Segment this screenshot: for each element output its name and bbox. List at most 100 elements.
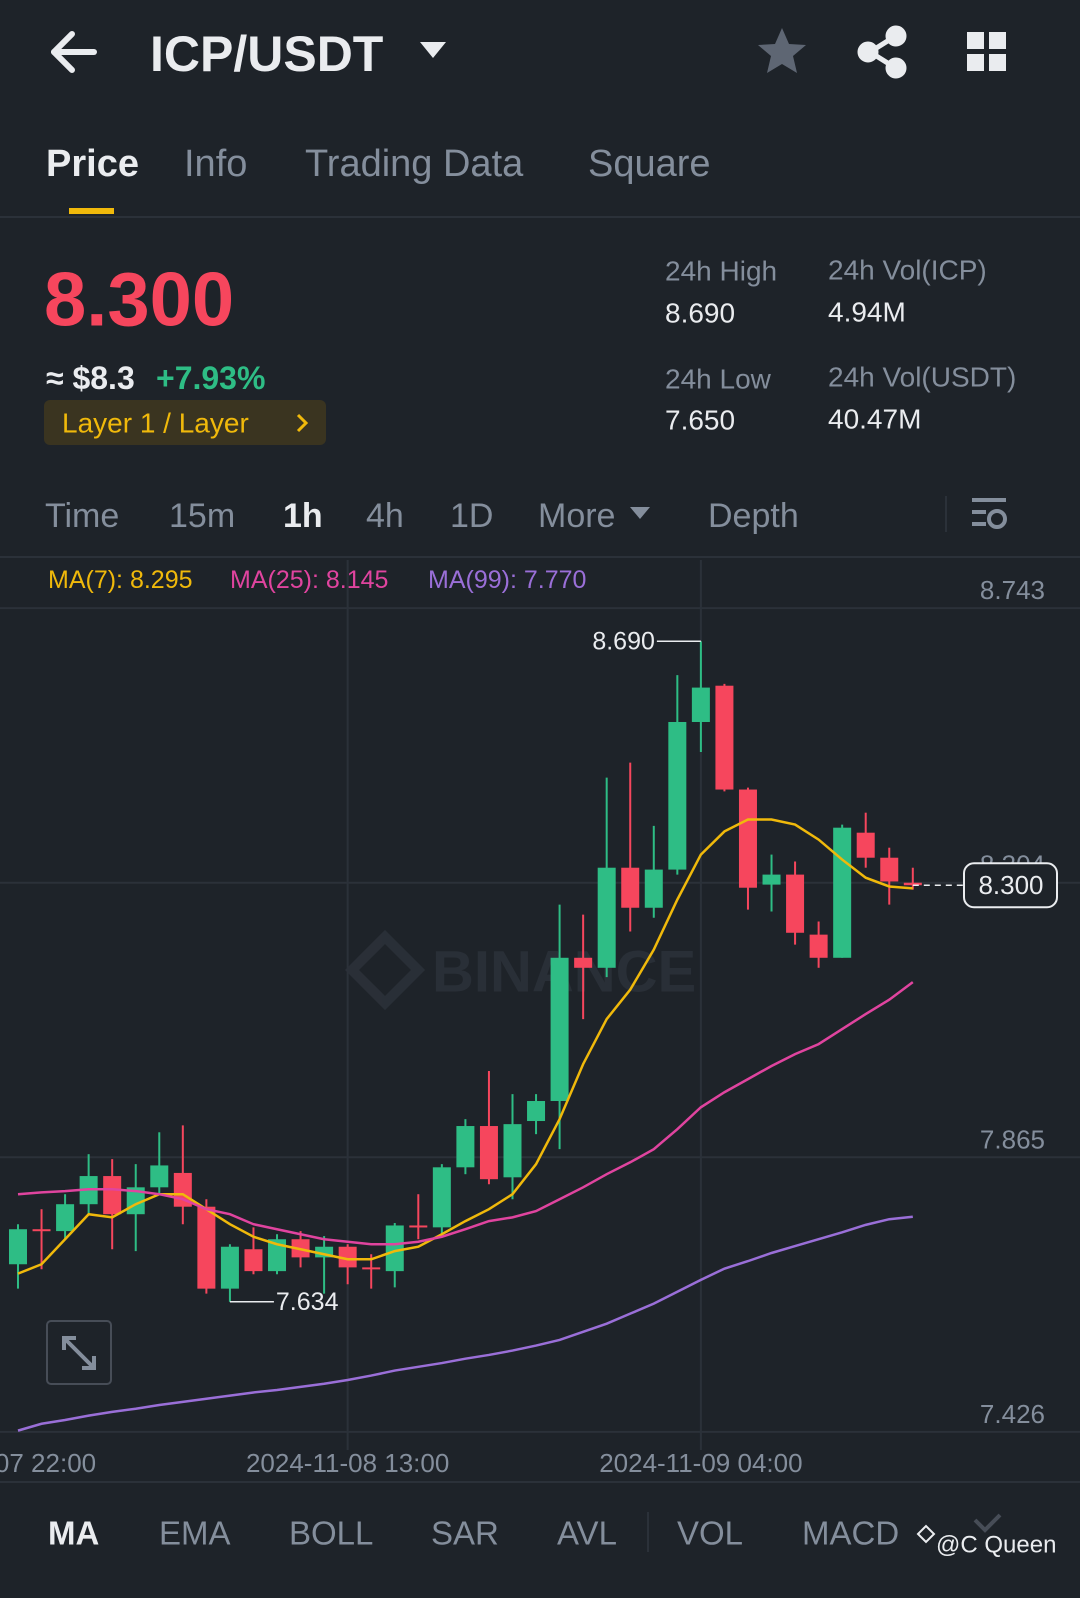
grid-cell (967, 54, 984, 71)
ma-legend: MA(99): 7.770 (428, 566, 586, 594)
candle-body (8, 1229, 27, 1265)
candle-body (456, 1126, 475, 1168)
candle-body (597, 867, 616, 968)
interval[interactable]: Depth (708, 497, 799, 535)
indicator[interactable]: BOLL (289, 1515, 373, 1552)
high-label: 8.690 (592, 627, 655, 655)
stat-label: 24h Low (665, 364, 772, 395)
candle-body (385, 1225, 404, 1272)
interval[interactable]: Time (45, 497, 119, 535)
candle-body (550, 957, 569, 1102)
candle-body (197, 1206, 216, 1289)
settings-gear (987, 509, 1007, 529)
interval[interactable]: 1D (450, 497, 493, 535)
tag-chip[interactable] (44, 400, 326, 445)
candle-body (621, 867, 640, 908)
candle-body (527, 1101, 546, 1122)
share-dot (885, 57, 907, 79)
candle-body (220, 1246, 239, 1289)
candle-body (880, 857, 899, 882)
candle-body (833, 827, 852, 958)
indicator[interactable]: VOL (677, 1515, 743, 1552)
candle-body (32, 1229, 51, 1232)
indicator[interactable]: MACD (802, 1515, 899, 1552)
last-price-box (963, 862, 1058, 909)
candle-body (362, 1267, 381, 1270)
candle-body (503, 1124, 522, 1178)
interval[interactable]: 15m (169, 497, 235, 535)
share-button[interactable] (857, 25, 907, 79)
back-button[interactable] (51, 31, 97, 73)
usd-price: ≈ $8.3 (46, 360, 135, 396)
settings-bar (972, 498, 1006, 502)
candle-body (315, 1246, 334, 1258)
candle-body (56, 1204, 75, 1232)
settings-bar (972, 510, 986, 514)
tab-indicator (69, 208, 114, 214)
y-tick-label: 7.426 (980, 1399, 1045, 1429)
ma-legend: MA(7): 8.295 (48, 566, 193, 594)
x-tick-label: 2024-11-08 13:00 (246, 1448, 449, 1478)
tag-label[interactable]: Layer 1 / Layer (62, 408, 249, 439)
chart-settings[interactable] (972, 498, 1007, 529)
candle-body (268, 1239, 287, 1272)
y-tick-label: 7.865 (980, 1124, 1045, 1154)
back-arrow-head (51, 31, 75, 73)
interval[interactable]: 1h (283, 497, 323, 535)
indicator[interactable]: SAR (431, 1515, 499, 1552)
candle-body (691, 687, 710, 722)
candle-body (479, 1126, 498, 1180)
fullscreen-button[interactable] (46, 1320, 112, 1385)
tab[interactable]: Square (588, 143, 711, 185)
tag-chevron (296, 413, 309, 433)
pair-title[interactable]: ICP/USDT (150, 26, 383, 82)
pair-dropdown[interactable] (420, 42, 446, 58)
indicator[interactable]: EMA (159, 1515, 231, 1552)
candle-body (903, 882, 922, 886)
tab[interactable]: Info (184, 143, 247, 185)
fullscreen-frame (46, 1320, 112, 1385)
last-price-label: 8.300 (978, 870, 1043, 900)
candle-body (150, 1165, 169, 1188)
fullscreen-corner (62, 1336, 76, 1350)
candle-body (738, 789, 757, 888)
indicator-settings[interactable] (973, 1513, 1002, 1533)
stat-value: 7.650 (665, 405, 735, 436)
indicator[interactable]: MA (48, 1515, 99, 1552)
favorite-star[interactable] (758, 28, 806, 73)
more-dropdown[interactable] (630, 507, 650, 519)
candle-body (668, 721, 687, 870)
watermark-logo (344, 929, 426, 1011)
tab[interactable]: Price (46, 143, 139, 185)
candle-body (809, 934, 828, 958)
candle-body (786, 874, 805, 933)
grid-cell (967, 32, 984, 49)
stat-value: 40.47M (828, 404, 921, 435)
interval[interactable]: More (538, 497, 615, 535)
candle-body (432, 1167, 451, 1228)
grid-menu[interactable] (967, 32, 1006, 71)
fullscreen-diagonal (62, 1336, 96, 1370)
stat-label: 24h High (665, 256, 777, 287)
tab[interactable]: Trading Data (305, 143, 524, 185)
stat-value: 8.690 (665, 298, 735, 329)
fullscreen-corner (82, 1356, 96, 1370)
candle-body (715, 685, 734, 790)
credit: @C Queen (936, 1532, 1056, 1559)
low-label: 7.634 (276, 1288, 339, 1316)
indicator[interactable]: AVL (557, 1515, 617, 1552)
ma-legend: MA(25): 8.145 (230, 566, 388, 594)
y-tick-label: 8.743 (980, 575, 1045, 605)
stat-label: 24h Vol(USDT) (828, 362, 1016, 393)
x-tick-label: 2024-11-07 22:00 (0, 1448, 96, 1478)
candle-body (244, 1249, 263, 1272)
stat-value: 4.94M (828, 297, 906, 328)
share-dot (857, 41, 879, 63)
price-change: +7.93% (156, 360, 265, 396)
interval[interactable]: 4h (366, 497, 404, 535)
candle-body (856, 832, 875, 858)
